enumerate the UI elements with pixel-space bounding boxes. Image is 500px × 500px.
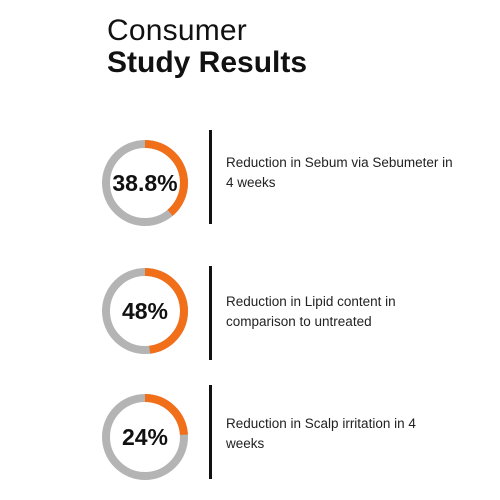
ring-chart-irritation [102, 394, 188, 480]
stat-irritation: 24% Reduction in Scalp irritation in 4 w… [0, 385, 500, 492]
ring-fill-lipid [102, 268, 188, 354]
progress-ring-lipid: 48% [100, 266, 190, 356]
title-line-1: Consumer [107, 14, 247, 47]
value-label-lipid: 48% [121, 298, 169, 324]
value-label-sebum: 38.8% [112, 170, 178, 196]
title-line-2: Study Results [107, 46, 308, 79]
ring-fill-sebum [102, 140, 188, 226]
stat-sebum: 38.8% Reduction in Sebum via Sebumeter i… [0, 130, 500, 238]
value-label-irritation: 24% [121, 424, 169, 450]
ring-fill-irritation [102, 394, 188, 480]
progress-ring-sebum: 38.8% [100, 138, 190, 228]
description-lipid: Reduction in Lipid content in comparison… [226, 294, 396, 329]
stat-lipid: 48% Reduction in Lipid content in compar… [0, 266, 500, 366]
divider-irritation [209, 385, 212, 479]
ring-chart-lipid [102, 268, 188, 354]
divider-sebum [209, 130, 212, 224]
ring-chart-sebum [102, 140, 188, 226]
description-sebum: Reduction in Sebum via Sebumeter in 4 we… [226, 155, 453, 190]
description-irritation: Reduction in Scalp irritation in 4 weeks [226, 416, 416, 451]
progress-ring-irritation: 24% [100, 392, 190, 482]
divider-lipid [209, 266, 212, 360]
